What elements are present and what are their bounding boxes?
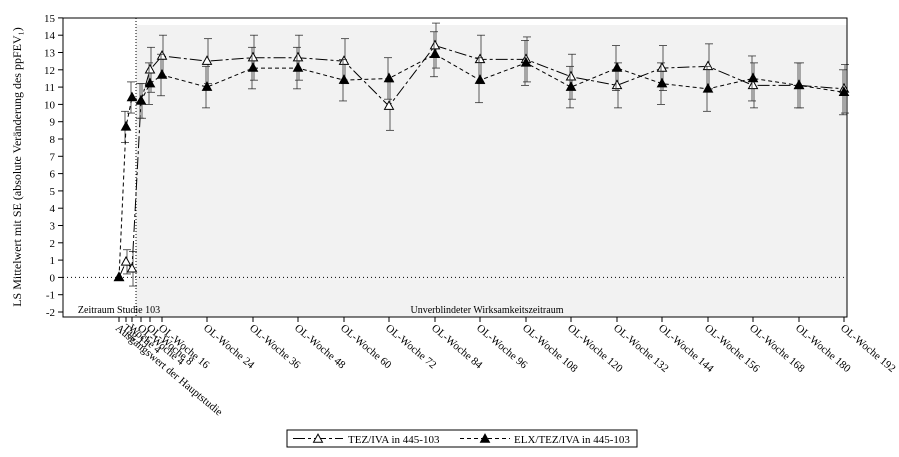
y-tick-label: 11 <box>44 82 55 94</box>
data-point <box>338 74 350 84</box>
data-point <box>383 100 395 110</box>
data-point <box>474 74 486 84</box>
y-axis-label: LS Mittelwert mit SE (absolute Veränderu… <box>10 27 24 307</box>
y-tick-label: 12 <box>44 65 55 77</box>
data-point <box>338 55 350 65</box>
data-point <box>201 81 213 91</box>
y-tick-label: 15 <box>44 13 56 25</box>
data-point <box>120 255 132 266</box>
y-tick-label: 5 <box>50 186 56 198</box>
legend: TEZ/IVA in 445-103 ELX/TEZ/IVA in 445-103 <box>286 429 638 448</box>
data-point <box>144 77 156 88</box>
data-point <box>793 79 805 90</box>
y-tick-label: -2 <box>46 307 55 319</box>
y-tick-label: 13 <box>44 48 56 60</box>
data-point <box>135 95 147 105</box>
data-point <box>747 79 759 90</box>
y-tick-label: 10 <box>44 99 56 111</box>
data-point <box>611 62 623 72</box>
data-point <box>156 69 168 79</box>
legend-label: ELX/TEZ/IVA in 445-103 <box>514 434 630 446</box>
series-elx-tez-iva <box>113 31 850 282</box>
data-point <box>126 91 138 102</box>
data-point <box>113 271 125 282</box>
legend-marker <box>312 433 324 443</box>
y-tick-label: 7 <box>50 151 56 163</box>
data-point <box>292 62 304 72</box>
data-point <box>126 262 138 273</box>
y-tick-label: 6 <box>50 169 56 181</box>
y-tick-label: 4 <box>50 203 56 215</box>
data-point <box>656 62 668 72</box>
plot-frame <box>62 17 848 318</box>
unblinded-period-shading <box>136 25 847 317</box>
data-point <box>247 51 259 62</box>
y-tick-label: 0 <box>50 272 56 284</box>
data-point <box>702 60 714 71</box>
plot-area <box>63 22 850 287</box>
data-point <box>474 53 486 64</box>
data-point <box>144 63 156 74</box>
y-tick-label: 1 <box>50 255 56 267</box>
data-point <box>838 86 850 97</box>
legend-marker <box>479 433 491 443</box>
data-point <box>429 48 441 58</box>
data-point <box>702 82 714 93</box>
data-point <box>565 81 577 91</box>
y-tick-label: 2 <box>50 238 56 250</box>
data-point <box>520 56 532 67</box>
data-point <box>120 121 132 131</box>
data-point <box>292 51 304 62</box>
y-tick-label: -1 <box>46 290 55 302</box>
data-point <box>201 55 213 65</box>
data-point <box>747 72 759 83</box>
data-point <box>247 62 259 72</box>
region-label-unblinded: Unverblindeter Wirksamkeitszeitraum <box>411 305 564 316</box>
y-tick-label: 14 <box>44 30 56 42</box>
data-point <box>565 70 577 81</box>
data-point <box>611 79 623 90</box>
y-tick-label: 8 <box>50 134 56 146</box>
y-tick-label: 9 <box>50 117 56 129</box>
data-point <box>656 77 668 88</box>
data-point <box>156 50 168 60</box>
legend-label: TEZ/IVA in 445-103 <box>348 434 440 446</box>
data-point <box>383 72 395 83</box>
region-label-study-103: Zeitraum Studie 103 <box>78 305 160 316</box>
y-tick-label: 3 <box>50 221 56 233</box>
